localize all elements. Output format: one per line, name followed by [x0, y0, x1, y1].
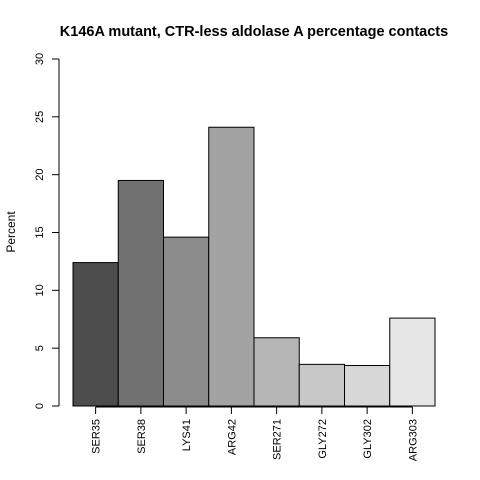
y-tick-label: 20 [34, 169, 46, 181]
bars [72, 126, 436, 407]
x-tick-label: SER38 [136, 419, 148, 454]
y-tick-label: 0 [34, 403, 46, 409]
x-tick-label: ARG42 [226, 419, 238, 455]
y-tick-label: 5 [34, 345, 46, 351]
bar-gly302 [344, 365, 391, 407]
y-tick-label: 25 [34, 111, 46, 123]
chart-title: K146A mutant, CTR-less aldolase A percen… [60, 24, 448, 40]
y-tick-label: 15 [34, 226, 46, 238]
bar-ser35 [72, 262, 119, 407]
y-tick-label: 30 [34, 53, 46, 65]
x-tick-label: ARG303 [407, 419, 419, 461]
x-tick-label: SER35 [91, 419, 103, 454]
y-axis-label: Percent [4, 211, 18, 253]
bar-ser38 [117, 179, 164, 407]
x-axis: SER35 SER38 LYS41 ARG42 SER271 GLY272 GLY302 AR… [91, 406, 419, 461]
bar-arg42 [208, 126, 255, 407]
bar-ser271 [253, 337, 300, 407]
x-tick-label: SER271 [272, 419, 284, 460]
bar-gly272 [298, 363, 345, 407]
bar-lys41 [163, 236, 210, 407]
y-axis: 0 5 10 15 20 25 30 [34, 53, 60, 409]
x-tick-label: GLY302 [362, 419, 374, 459]
x-tick-label: LYS41 [181, 419, 193, 451]
x-tick-label: GLY272 [317, 419, 329, 459]
y-tick-label: 10 [34, 284, 46, 296]
bar-arg303 [389, 317, 436, 407]
